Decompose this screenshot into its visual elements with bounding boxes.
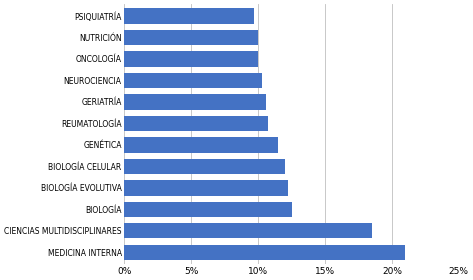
Bar bbox=[124, 158, 285, 174]
Bar bbox=[124, 94, 266, 110]
Bar bbox=[124, 202, 292, 217]
Bar bbox=[124, 223, 372, 239]
Bar bbox=[124, 244, 405, 260]
Bar bbox=[124, 51, 258, 67]
Bar bbox=[124, 73, 262, 88]
Bar bbox=[124, 116, 268, 131]
Bar bbox=[124, 30, 258, 45]
Bar bbox=[124, 8, 254, 24]
Bar bbox=[124, 137, 278, 153]
Bar bbox=[124, 180, 288, 195]
